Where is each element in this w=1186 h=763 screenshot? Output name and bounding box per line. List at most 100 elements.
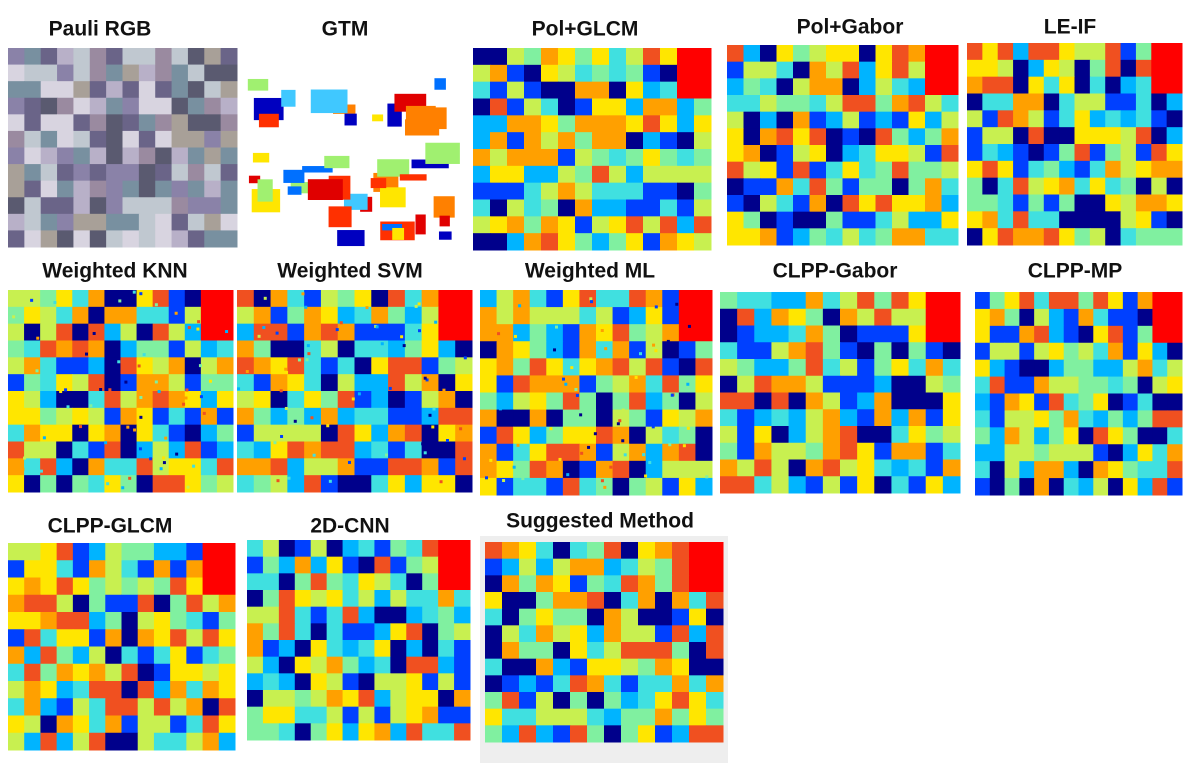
- map-cell: [638, 559, 656, 576]
- map-cell: [153, 408, 170, 425]
- map-cell: [876, 95, 893, 112]
- map-cell: [575, 216, 593, 233]
- map-cell: [857, 292, 875, 309]
- map-cell: [40, 290, 57, 307]
- map-cell: [56, 458, 73, 475]
- map-cell: [24, 391, 41, 408]
- map-cell: [473, 65, 491, 82]
- map-cell: [672, 592, 690, 609]
- map-cell: [204, 81, 221, 98]
- map-cell: [1108, 410, 1123, 427]
- map-cell: [1019, 394, 1034, 411]
- map-cell: [502, 725, 520, 742]
- map-cell: [279, 707, 295, 724]
- map-cell: [1121, 178, 1137, 195]
- map-cell: [771, 326, 789, 343]
- panel-title: Suggested Method: [506, 510, 694, 533]
- map-cell: [998, 110, 1014, 127]
- map-noise: [518, 304, 521, 307]
- map-cell: [89, 698, 106, 716]
- map-cell: [153, 458, 170, 475]
- map-cell: [737, 309, 755, 326]
- map-cell: [203, 560, 220, 578]
- map-cell: [237, 408, 254, 425]
- map-cell: [857, 393, 875, 410]
- map-cell: [155, 81, 172, 98]
- map-cell: [201, 290, 218, 307]
- map-cell: [139, 164, 156, 181]
- map-cell: [24, 595, 41, 613]
- map-cell: [170, 543, 187, 561]
- map-cell: [579, 324, 596, 342]
- map-cell: [530, 393, 547, 411]
- map-cell: [563, 444, 580, 462]
- map-cell: [1151, 211, 1167, 228]
- map-cell: [24, 98, 41, 115]
- map-cell: [170, 629, 187, 647]
- map-cell: [123, 98, 140, 115]
- map-cell: [876, 162, 893, 179]
- map-cell: [88, 307, 105, 324]
- map-cell: [524, 99, 542, 116]
- map-cell: [8, 148, 25, 165]
- map-cell: [840, 460, 858, 477]
- map-cell: [438, 640, 454, 657]
- map-cell: [138, 698, 155, 716]
- map-cell: [771, 476, 789, 493]
- map-cell: [204, 148, 221, 165]
- map-cell: [943, 426, 961, 443]
- map-cell: [473, 200, 491, 217]
- map-cell: [422, 640, 438, 657]
- map-cell: [982, 60, 998, 77]
- map-cell: [89, 733, 106, 751]
- map-cell: [689, 675, 707, 692]
- map-cell: [793, 62, 810, 79]
- map-cell: [621, 709, 639, 726]
- map-cell: [40, 647, 57, 665]
- ground-truth-region: [377, 159, 409, 176]
- map-cell: [592, 233, 610, 250]
- map-cell: [490, 48, 508, 65]
- map-cell: [609, 65, 627, 82]
- ground-truth-region: [258, 179, 273, 201]
- map-noise: [667, 340, 670, 343]
- map-cell: [507, 216, 525, 233]
- map-noise: [485, 476, 488, 479]
- map-cell: [1108, 343, 1123, 360]
- map-cell: [575, 115, 593, 132]
- map-cell: [371, 408, 388, 425]
- map-cell: [57, 131, 74, 148]
- map-cell: [1138, 461, 1153, 478]
- map-cell: [1028, 228, 1044, 245]
- map-cell: [793, 195, 810, 212]
- map-cell: [524, 233, 542, 250]
- map-cell: [810, 95, 827, 112]
- map-cell: [1093, 394, 1108, 411]
- map-cell: [390, 540, 406, 557]
- map-cell: [295, 573, 311, 590]
- map-cell: [123, 48, 140, 65]
- map-cell: [1059, 127, 1075, 144]
- map-cell: [139, 181, 156, 198]
- map-cell: [689, 575, 707, 592]
- map-cell: [295, 723, 311, 740]
- map-cell: [1138, 410, 1153, 427]
- map-cell: [1121, 43, 1137, 60]
- map-cell: [943, 326, 961, 343]
- map-cell: [371, 357, 388, 374]
- map-noise: [21, 468, 24, 471]
- map-cell: [575, 99, 593, 116]
- map-cell: [8, 681, 25, 699]
- map-cell: [497, 410, 514, 428]
- classification-map: [485, 542, 724, 743]
- map-cell: [88, 458, 105, 475]
- map-cell: [677, 65, 695, 82]
- map-noise: [418, 329, 421, 332]
- map-cell: [925, 212, 942, 229]
- map-cell: [1019, 292, 1034, 309]
- map-cell: [975, 292, 990, 309]
- map-cell: [406, 573, 422, 590]
- map-cell: [422, 673, 438, 690]
- map-cell: [203, 698, 220, 716]
- map-cell: [563, 427, 580, 445]
